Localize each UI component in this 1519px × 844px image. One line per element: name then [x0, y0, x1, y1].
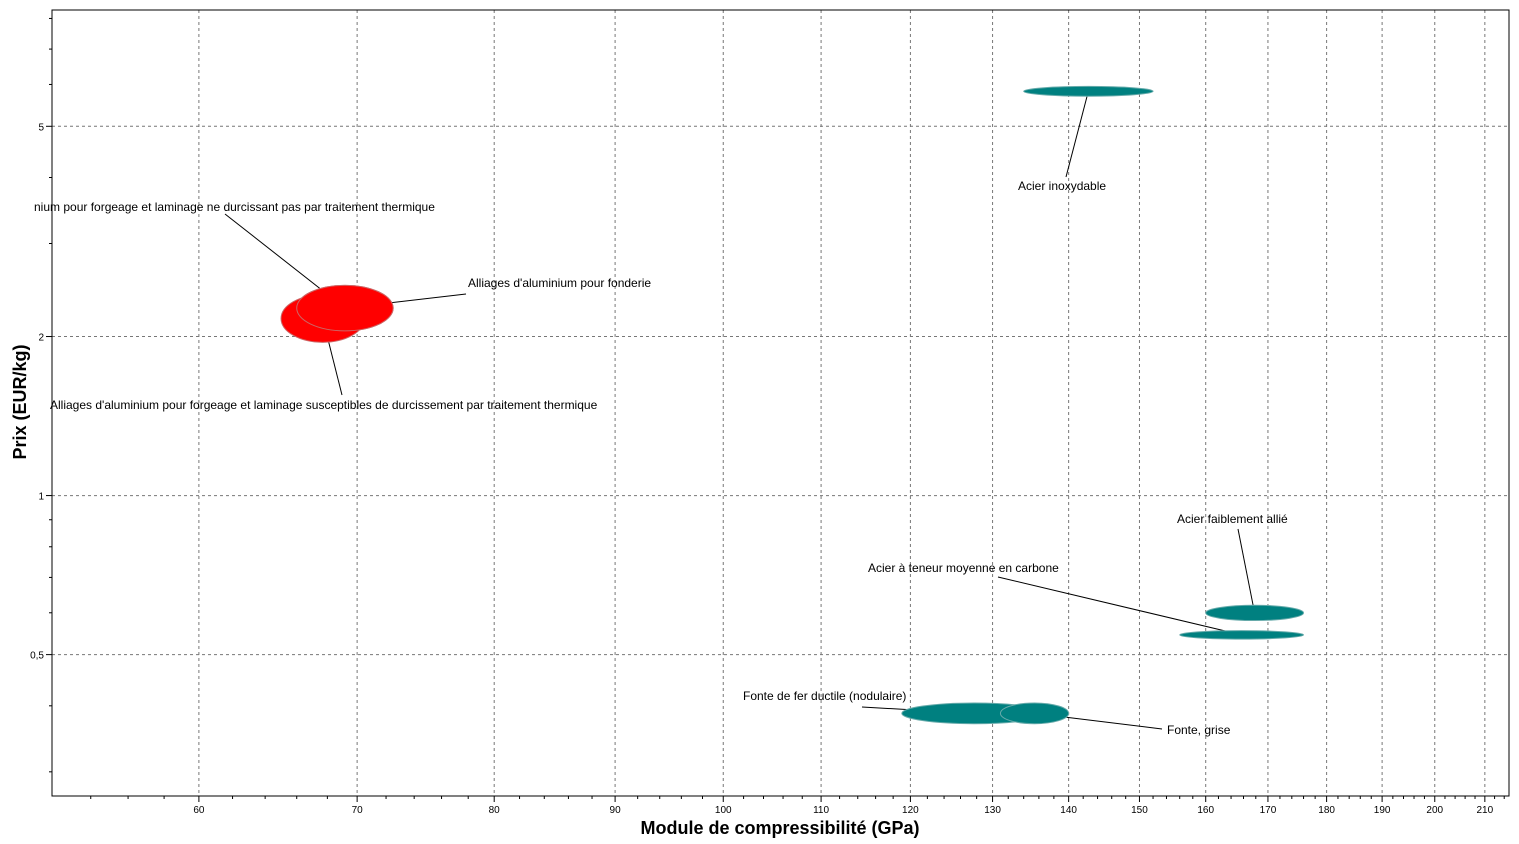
x-tick-label: 60 — [193, 805, 205, 816]
x-tick-label: 190 — [1374, 805, 1391, 816]
leader-line — [1237, 528, 1256, 614]
material-bubble — [999, 702, 1070, 725]
material-label: Alliages d'aluminium pour forgeage et la… — [50, 398, 598, 412]
x-tick-label: 100 — [715, 805, 732, 816]
y-tick-labels: 0,5 1 2 5 — [30, 122, 44, 661]
x-tick-labels: 60 70 80 90 100 110 120 130 140 150 160 170 180 190 20… — [193, 805, 1493, 816]
plot-frame — [51, 9, 1510, 797]
data-marks — [280, 85, 1305, 725]
y-axis-title: Prix (EUR/kg) — [10, 344, 30, 459]
material-bubble — [1179, 630, 1305, 640]
leader-line — [997, 576, 1242, 636]
material-bubble — [1205, 604, 1305, 622]
y-tick-label: 1 — [38, 492, 44, 503]
x-tick-label: 70 — [352, 805, 364, 816]
material-label: Fonte de fer ductile (nodulaire) — [743, 689, 906, 703]
x-tick-label: 140 — [1060, 805, 1077, 816]
material-label: nium pour forgeage et laminage ne durcis… — [34, 200, 435, 214]
x-tick-label: 120 — [902, 805, 919, 816]
x-tick-label: 200 — [1426, 805, 1443, 816]
x-tick-label: 80 — [489, 805, 501, 816]
x-axis-title: Module de compressibilité (GPa) — [640, 818, 919, 838]
x-tick-label: 110 — [813, 805, 829, 816]
y-tick-label: 2 — [38, 333, 44, 344]
x-tick-label: 180 — [1318, 805, 1335, 816]
material-bubble — [1023, 85, 1154, 97]
x-tick-label: 150 — [1131, 805, 1148, 816]
y-tick-label: 0,5 — [30, 651, 44, 662]
material-label: Alliages d'aluminium pour fonderie — [468, 276, 651, 290]
material-label: Acier faiblement allié — [1177, 512, 1288, 526]
leader-line — [1065, 91, 1089, 178]
x-tick-label: 90 — [610, 805, 622, 816]
y-tick-label: 5 — [38, 122, 44, 133]
x-tick-label: 170 — [1260, 805, 1277, 816]
x-tick-label: 210 — [1477, 805, 1494, 816]
x-tick-label: 160 — [1197, 805, 1214, 816]
grid-lines — [52, 10, 1509, 796]
material-label: Acier inoxydable — [1018, 179, 1106, 193]
material-label: Acier à teneur moyenne en carbone — [868, 561, 1059, 575]
material-bubble — [296, 284, 394, 332]
annotation-labels: Acier inoxydable nium pour forgeage et la… — [34, 179, 1288, 737]
material-label: Fonte, grise — [1167, 723, 1231, 737]
x-tick-label: 130 — [984, 805, 1001, 816]
